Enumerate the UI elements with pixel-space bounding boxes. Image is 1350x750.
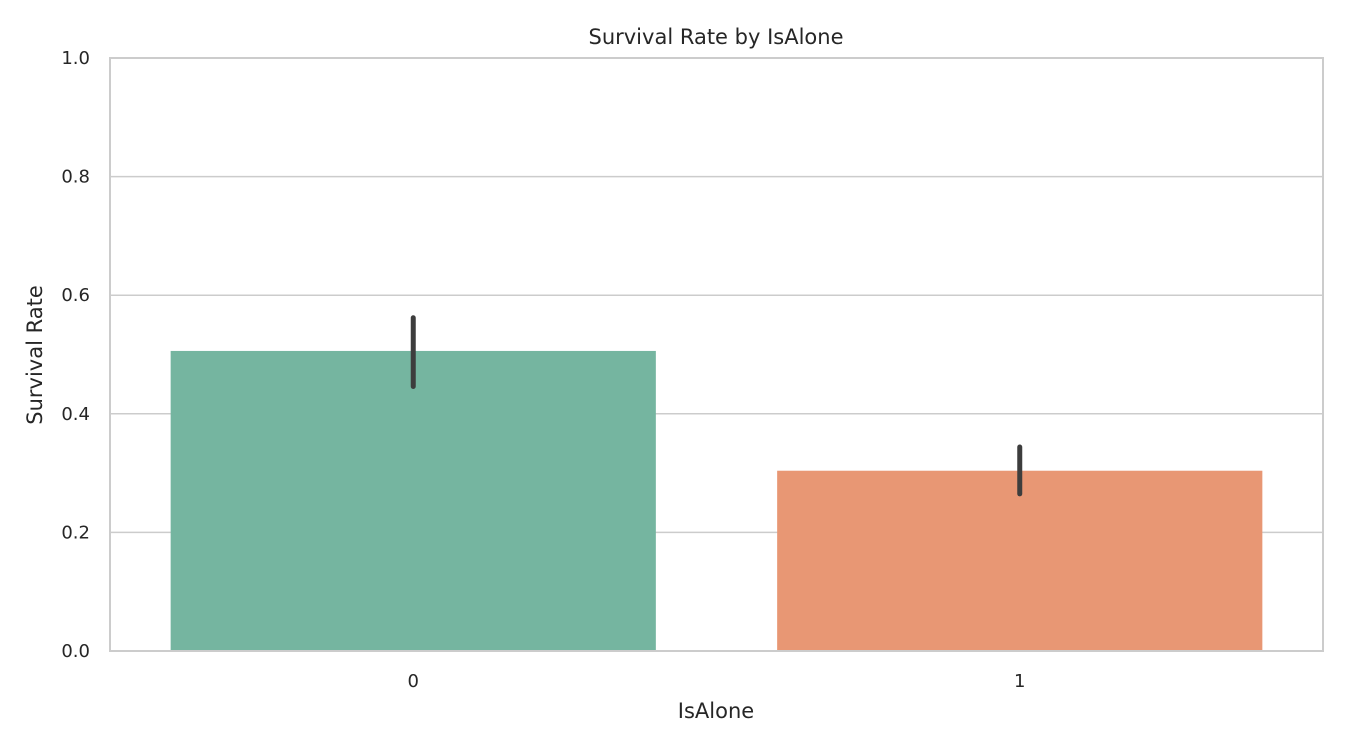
error-bars	[410, 315, 1023, 497]
y-tick-label: 0.0	[61, 641, 90, 662]
y-tick-label: 0.6	[61, 285, 90, 306]
x-tick-label: 1	[1014, 671, 1025, 692]
plot-area-frame	[109, 57, 1324, 652]
bar-1	[777, 470, 1263, 651]
chart-title: Survival Rate by IsAlone	[588, 25, 843, 49]
bar-0	[170, 350, 656, 651]
x-axis-label: IsAlone	[678, 699, 754, 723]
bars	[170, 350, 1263, 651]
y-tick-label: 0.2	[61, 522, 90, 543]
x-tick-label: 0	[408, 671, 419, 692]
y-tick-label: 0.8	[61, 167, 90, 188]
y-tick-label: 1.0	[61, 48, 90, 69]
y-tick-label: 0.4	[61, 404, 90, 425]
y-axis-ticks: 0.0 0.2 0.4 0.6 0.8 1.0	[61, 48, 90, 662]
y-axis-label: Survival Rate	[23, 285, 47, 425]
